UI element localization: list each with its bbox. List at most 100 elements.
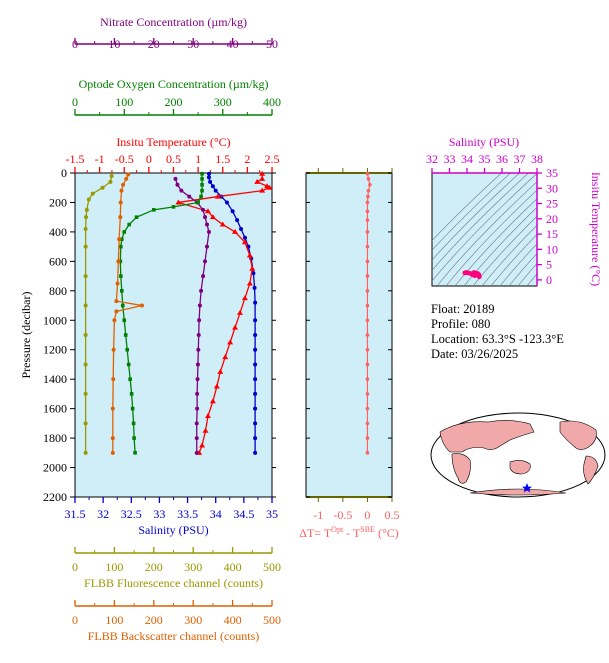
delta-t-point-2: [368, 182, 372, 187]
temperature-point-14: [249, 265, 256, 271]
nitrate-point-2: [179, 188, 184, 193]
pressure-tick-label-11: 2200: [43, 490, 67, 504]
salinity-point-7: [230, 209, 235, 214]
salinity-tick-label-2: 32.5: [121, 507, 142, 521]
backscatter-point-9: [114, 299, 119, 304]
backscatter-tick-label-2: 200: [145, 613, 163, 627]
temperature-point-0: [259, 170, 266, 176]
temperature-point-22: [213, 383, 220, 389]
temperature-tick-label-3: 0: [146, 152, 152, 166]
ts-x-tick-label-1: 33: [444, 152, 456, 166]
ts-x-tick-label-0: 32: [426, 152, 438, 166]
backscatter-tick-label-5: 500: [263, 613, 281, 627]
oxygen-point-20: [126, 362, 131, 367]
salinity-point-23: [253, 421, 258, 426]
nitrate-tick-label-0: 0: [72, 37, 78, 51]
ts-isopycnal-3: [432, 173, 529, 271]
temperature-tick-label-2: -0.5: [115, 152, 134, 166]
oxygen-point-4: [199, 194, 203, 199]
ts-isopycnal-10: [481, 224, 537, 286]
delta-t-point-0: [365, 171, 370, 176]
nitrate-tick-label-4: 40: [227, 37, 239, 51]
fluorescence-point-13: [83, 391, 88, 396]
float-info: Float: 20189 Profile: 080 Location: 63.3…: [431, 302, 564, 362]
temperature-point-18: [232, 324, 239, 330]
temperature-point-8: [204, 208, 211, 214]
delta-t-point-9: [365, 244, 370, 249]
temperature-point-25: [202, 427, 209, 433]
backscatter-point-13: [111, 347, 116, 352]
pressure-tick-label-7: 1400: [43, 372, 67, 386]
backscatter-point-6: [117, 237, 122, 242]
salinity-point-16: [253, 318, 258, 323]
ts-isopycnal-11: [490, 233, 537, 286]
profile-number: Profile: 080: [431, 317, 491, 331]
salinity-point-18: [253, 347, 258, 352]
oxygen-axis-title: Optode Oxygen Concentration (µm/kg): [79, 77, 269, 91]
ts-x-tick-label-4: 36: [496, 152, 508, 166]
temperature-point-13: [246, 252, 253, 258]
delta-t-plot-area: [305, 172, 393, 498]
nitrate-point-1: [175, 182, 180, 187]
salinity-point-3: [210, 184, 215, 189]
fluorescence-point-3: [90, 191, 95, 196]
nitrate-point-5: [201, 207, 206, 212]
fluorescence-point-5: [84, 207, 89, 212]
backscatter-point-4: [118, 200, 123, 205]
map-eurasia: [439, 420, 535, 453]
salinity-point-17: [253, 333, 258, 337]
oxygen-point-19: [125, 347, 130, 352]
salinity-point-4: [213, 188, 218, 193]
delta-t-point-3: [366, 188, 371, 193]
delta-t-point-23: [365, 451, 370, 455]
oxygen-point-14: [119, 274, 123, 278]
temperature-tick-label-8: 2.5: [265, 152, 280, 166]
salinity-tick-label-3: 33: [153, 507, 165, 521]
temperature-point-2: [254, 178, 261, 184]
nitrate-tick-label-5: 50: [266, 37, 278, 51]
temperature-point-1: [259, 175, 266, 181]
delta-t-point-18: [365, 377, 370, 381]
temperature-point-11: [232, 228, 239, 234]
delta-t-axis-label: ΔT= TOpt - TSBE (°C): [299, 525, 399, 540]
nitrate-point-17: [195, 362, 200, 367]
fluorescence-point-8: [83, 244, 88, 249]
salinity-point-2: [208, 179, 213, 184]
salinity-point-20: [253, 377, 258, 382]
map-north-america: [559, 420, 597, 450]
profile-date: Date: 03/26/2025: [431, 347, 519, 361]
backscatter-point-8: [115, 281, 120, 286]
nitrate-point-3: [187, 194, 192, 199]
pressure-tick-label-2: 400: [49, 225, 67, 239]
nitrate-tick-label-3: 30: [187, 37, 199, 51]
ts-y-tick-label-3: 15: [546, 227, 558, 241]
pressure-tick-label-8: 1600: [43, 402, 67, 416]
fluorescence-tick-label-0: 0: [72, 560, 78, 574]
backscatter-point-12: [112, 318, 117, 323]
oxygen-point-16: [120, 303, 125, 308]
oxygen-point-25: [132, 436, 136, 440]
ts-isopycnal-5: [436, 181, 537, 286]
delta-t-point-21: [365, 421, 370, 426]
delta-t-tick-label-3: 0.5: [385, 508, 400, 522]
salinity-point-24: [253, 436, 258, 441]
pressure-tick-label-10: 2000: [43, 461, 67, 475]
backscatter-point-17: [110, 450, 115, 455]
ts-y-tick-label-6: 30: [546, 181, 558, 195]
oxygen-tick-label-2: 200: [165, 95, 183, 109]
fluorescence-point-14: [83, 421, 88, 426]
ts-point-12: [476, 274, 482, 280]
temperature-point-24: [204, 413, 211, 418]
float-location-marker: [522, 483, 532, 493]
salinity-tick-label-0: 31.5: [65, 507, 86, 521]
nitrate-point-14: [197, 318, 202, 323]
map-australia: [509, 460, 531, 475]
fluorescence-point-10: [83, 303, 88, 308]
nitrate-point-16: [196, 347, 201, 352]
delta-t-point-13: [365, 303, 370, 308]
pressure-tick-label-0: 0: [61, 166, 67, 180]
backscatter-point-15: [110, 406, 115, 411]
